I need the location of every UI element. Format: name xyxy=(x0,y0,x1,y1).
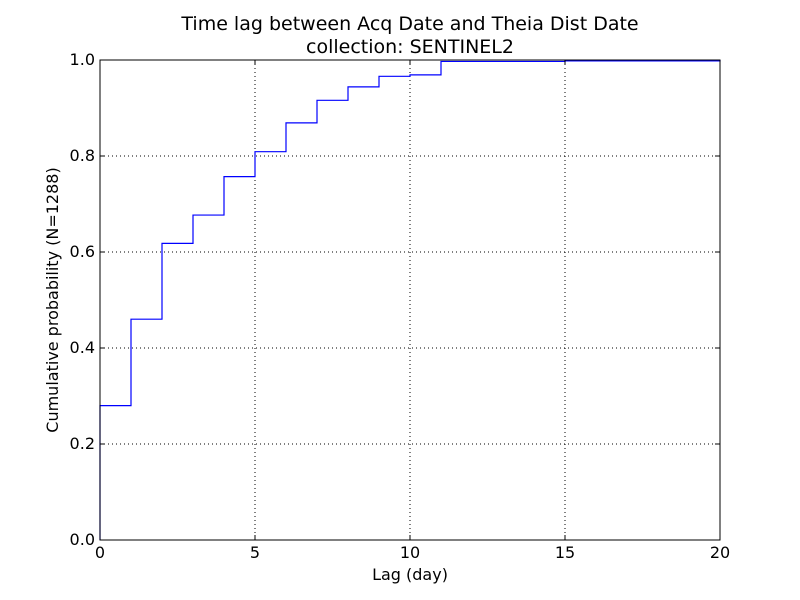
x-tick-label: 10 xyxy=(400,543,420,562)
ticks xyxy=(99,59,721,541)
y-tick-label: 1.0 xyxy=(70,50,95,69)
y-tick-label: 0.8 xyxy=(70,146,95,165)
x-tick-label: 0 xyxy=(95,543,105,562)
chart-title: Time lag between Acq Date and Theia Dist… xyxy=(180,13,638,35)
cdf-step-line xyxy=(99,60,721,540)
tick-labels: 0 5 10 15 20 0.0 0.2 0.4 0.6 0.8 1.0 xyxy=(70,50,731,562)
series-layer xyxy=(99,60,721,540)
x-tick-label: 5 xyxy=(250,543,260,562)
grid xyxy=(100,60,720,540)
y-tick-label: 0.4 xyxy=(70,338,95,357)
x-tick-label: 20 xyxy=(710,543,730,562)
y-tick-label: 0.2 xyxy=(70,434,95,453)
y-axis-label: Cumulative probability (N=1288) xyxy=(43,167,62,432)
y-tick-label: 0.0 xyxy=(70,530,95,549)
y-tick-label: 0.6 xyxy=(70,242,95,261)
x-axis-label: Lag (day) xyxy=(372,565,448,584)
x-tick-label: 15 xyxy=(555,543,575,562)
chart-subtitle: collection: SENTINEL2 xyxy=(306,36,514,58)
